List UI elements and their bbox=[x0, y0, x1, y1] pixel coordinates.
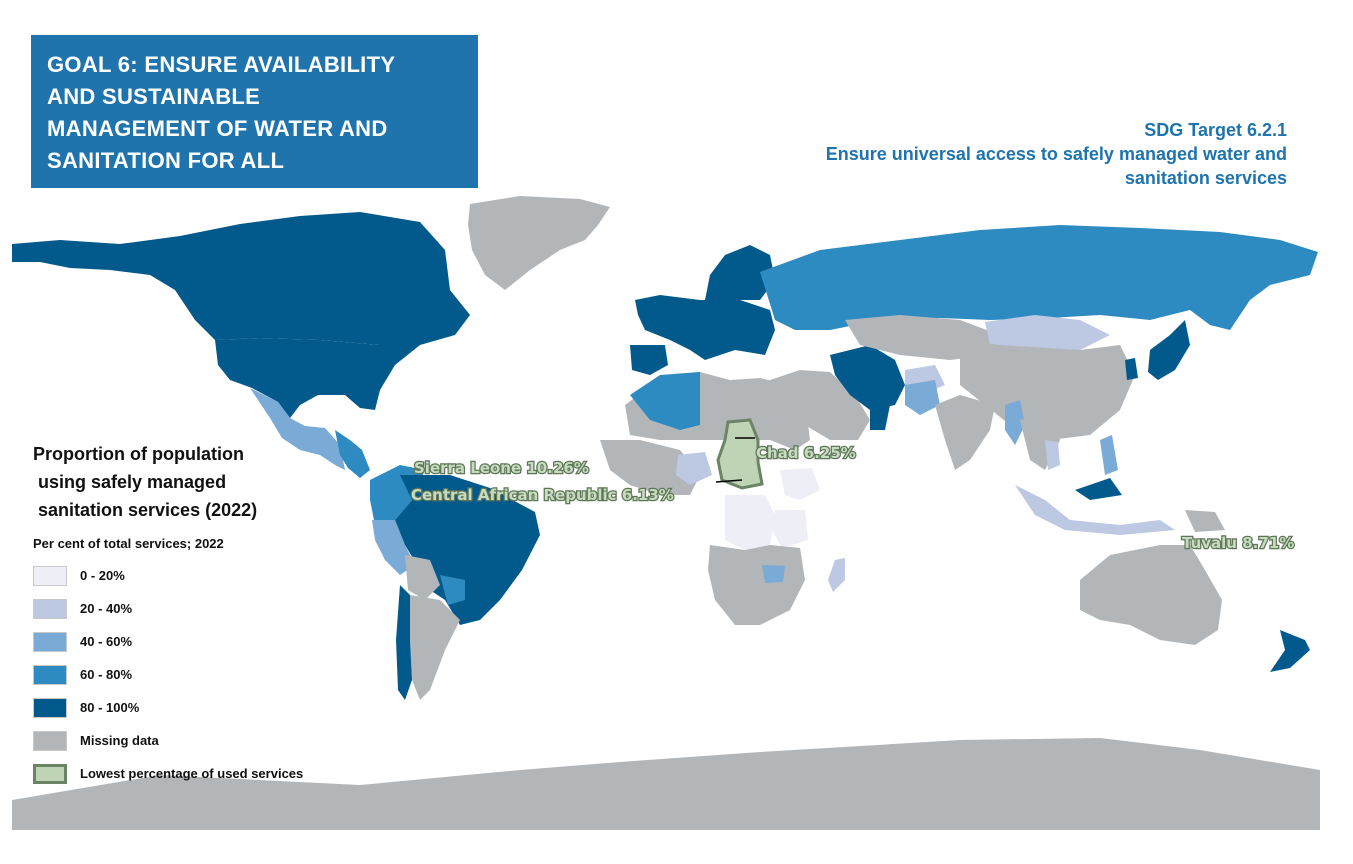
region-philippines bbox=[1100, 435, 1118, 475]
region-west-africa bbox=[600, 440, 700, 495]
goal-title-line: AND SUSTAINABLE bbox=[47, 84, 261, 109]
region-usa bbox=[215, 338, 420, 418]
region-new-zealand bbox=[1270, 630, 1310, 672]
region-china bbox=[960, 340, 1135, 440]
legend-title: Proportion of population using safely ma… bbox=[33, 440, 303, 524]
region-pakistan bbox=[905, 380, 940, 415]
region-canada bbox=[12, 212, 470, 345]
legend-item: 40 - 60% bbox=[33, 625, 303, 658]
legend-swatch bbox=[33, 730, 67, 751]
region-iberia bbox=[630, 345, 668, 375]
legend-label: 20 - 40% bbox=[80, 601, 133, 616]
legend-title-line: sanitation services (2022) bbox=[33, 500, 258, 520]
goal-title-line: SANITATION FOR ALL bbox=[47, 148, 285, 173]
region-japan bbox=[1148, 320, 1190, 380]
region-algeria bbox=[630, 372, 700, 430]
goal-title-line: GOAL 6: ENSURE AVAILABILITY bbox=[47, 52, 396, 77]
region-zimbabwe bbox=[762, 565, 785, 583]
legend-item: 60 - 80% bbox=[33, 658, 303, 691]
region-east-africa bbox=[780, 468, 820, 500]
region-argentina bbox=[410, 595, 460, 700]
legend-label: Missing data bbox=[80, 733, 159, 748]
target-line: SDG Target 6.2.1 bbox=[1144, 120, 1287, 140]
legend-subtitle: Per cent of total services; 2022 bbox=[33, 536, 224, 551]
region-korea bbox=[1125, 358, 1138, 380]
legend-swatch bbox=[33, 565, 67, 586]
region-central-africa bbox=[725, 495, 775, 550]
legend-item: Lowest percentage of used services bbox=[33, 757, 303, 790]
sdg-target-text: SDG Target 6.2.1 Ensure universal access… bbox=[826, 118, 1287, 190]
region-iran bbox=[830, 345, 905, 410]
legend-swatch bbox=[33, 763, 67, 784]
region-mexico bbox=[250, 388, 345, 470]
goal-title-line: MANAGEMENT OF WATER AND bbox=[47, 116, 388, 141]
callout-chad: Chad 6.25% bbox=[756, 444, 856, 462]
legend-swatch bbox=[33, 598, 67, 619]
region-australia bbox=[1080, 545, 1222, 645]
legend-swatch bbox=[33, 664, 67, 685]
legend-item: 80 - 100% bbox=[33, 691, 303, 724]
callout-tuvalu: Tuvalu 8.71% bbox=[1182, 534, 1294, 552]
legend-item: Missing data bbox=[33, 724, 303, 757]
legend-label: 0 - 20% bbox=[80, 568, 125, 583]
legend-swatch bbox=[33, 631, 67, 652]
legend-item: 20 - 40% bbox=[33, 592, 303, 625]
callout-sierra-leone: Sierra Leone 10.26% bbox=[414, 459, 589, 477]
region-antarctica bbox=[12, 738, 1320, 830]
region-png bbox=[1185, 510, 1225, 532]
region-indonesia bbox=[1015, 485, 1175, 535]
region-scandinavia bbox=[705, 245, 775, 310]
legend-label: Lowest percentage of used services bbox=[80, 766, 304, 781]
legend-label: 80 - 100% bbox=[80, 700, 140, 715]
region-paraguay bbox=[440, 575, 465, 605]
target-line: sanitation services bbox=[1124, 168, 1287, 188]
region-madagascar bbox=[828, 558, 845, 592]
map-legend: Proportion of population using safely ma… bbox=[33, 440, 303, 790]
car-leader-line bbox=[715, 479, 743, 483]
legend-label: 40 - 60% bbox=[80, 634, 133, 649]
region-mongolia bbox=[985, 315, 1110, 350]
region-myanmar bbox=[1005, 400, 1025, 445]
region-malaysia bbox=[1075, 478, 1122, 500]
region-europe bbox=[635, 295, 775, 360]
region-greenland bbox=[468, 196, 610, 290]
region-vietnam bbox=[1045, 440, 1060, 470]
region-india bbox=[935, 395, 995, 470]
region-oman bbox=[870, 405, 890, 430]
target-line: Ensure universal access to safely manage… bbox=[825, 144, 1287, 164]
region-bolivia bbox=[405, 555, 440, 600]
region-tanzania bbox=[772, 510, 808, 548]
legend-items: 0 - 20% 20 - 40% 40 - 60% 60 - 80% 80 - … bbox=[33, 559, 303, 790]
goal-title-box: GOAL 6: ENSURE AVAILABILITY AND SUSTAINA… bbox=[31, 35, 478, 188]
legend-title-line: Proportion of population bbox=[33, 444, 244, 464]
region-southern-africa bbox=[708, 545, 805, 625]
region-nigeria bbox=[676, 452, 712, 485]
region-chile bbox=[396, 585, 412, 700]
region-peru bbox=[372, 520, 415, 575]
callout-central-african-republic: Central African Republic 6.13% bbox=[411, 486, 674, 504]
region-central-america bbox=[335, 430, 370, 478]
region-russia bbox=[760, 225, 1318, 330]
legend-item: 0 - 20% bbox=[33, 559, 303, 592]
region-chad bbox=[716, 418, 764, 490]
legend-label: 60 - 80% bbox=[80, 667, 133, 682]
legend-title-line: using safely managed bbox=[33, 472, 227, 492]
legend-swatch bbox=[33, 697, 67, 718]
